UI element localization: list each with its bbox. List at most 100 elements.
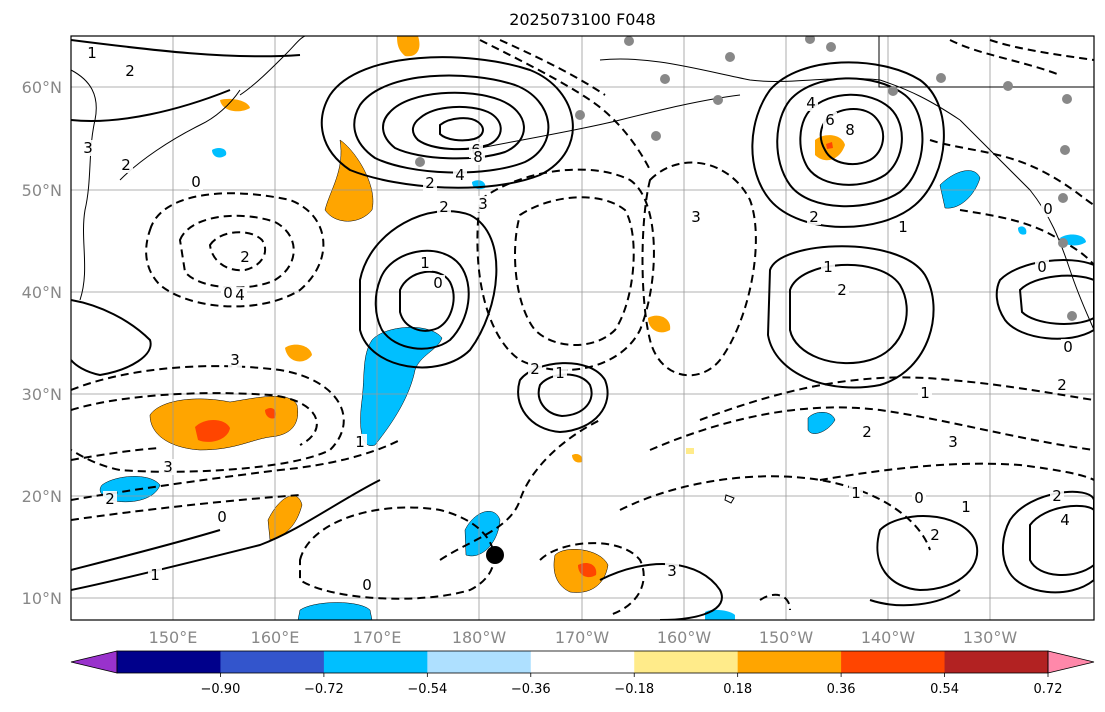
contour-label: 2 xyxy=(121,156,131,174)
contour-label-bg xyxy=(161,459,175,475)
longitude-label: 150°W xyxy=(759,628,814,647)
typhoon-center-marker xyxy=(486,546,504,564)
contour-label: 2 xyxy=(240,248,250,266)
colorbar-tick-label: 0.18 xyxy=(723,682,752,697)
contour-label-bg xyxy=(1035,259,1049,275)
colorbar-segment xyxy=(634,651,739,673)
contour-line xyxy=(71,494,301,521)
colorbar-tick-label: −0.54 xyxy=(407,682,447,697)
contour-line xyxy=(819,462,1094,481)
contour-label-bg xyxy=(1041,201,1055,217)
contour-line xyxy=(539,542,645,616)
contour-line xyxy=(1018,274,1094,325)
contour-label-bg xyxy=(918,385,932,401)
contour-label: 2 xyxy=(439,198,449,216)
shade-red xyxy=(578,563,597,578)
contour-line xyxy=(766,245,935,389)
contour-label-bg xyxy=(1050,488,1064,504)
colorbar-tick-label: 0.54 xyxy=(930,682,959,697)
station-dot xyxy=(1067,311,1077,321)
contour-line xyxy=(439,117,484,142)
station-dot xyxy=(415,157,425,167)
contour-line xyxy=(359,210,498,369)
station-dot xyxy=(1003,81,1013,91)
contour-line xyxy=(869,589,961,607)
map-title: 2025073100 F048 xyxy=(509,10,656,29)
contour-label-bg xyxy=(418,255,432,271)
shade-red xyxy=(826,142,833,149)
contour-line xyxy=(178,214,295,289)
contour-line xyxy=(299,506,495,600)
contour-line xyxy=(71,479,381,591)
contour-label-bg xyxy=(807,209,821,225)
contour-label-bg xyxy=(221,285,235,301)
contour-label: 0 xyxy=(191,173,201,191)
colorbar-segment xyxy=(737,651,842,673)
contour-label-bg xyxy=(1061,339,1075,355)
colorbar-segment xyxy=(117,651,221,673)
station-dot xyxy=(651,131,661,141)
longitude-label: 160°W xyxy=(657,628,712,647)
contour-label-bg xyxy=(1055,377,1069,393)
shade-orange xyxy=(324,139,374,222)
contour-line xyxy=(599,563,723,620)
contour-label-bg xyxy=(189,174,203,190)
contour-line xyxy=(699,376,1094,421)
contour-line xyxy=(399,270,455,332)
colorbar-segment xyxy=(323,651,428,673)
contour-label: 6 xyxy=(825,111,835,129)
station-dot xyxy=(660,74,670,84)
shade-blue xyxy=(297,602,373,620)
latitude-labels: 60°N 50°N 40°N 30°N 20°N 10°N xyxy=(22,78,62,608)
contour-label-bg xyxy=(353,434,367,450)
contour-line xyxy=(799,93,903,186)
contour-label-bg xyxy=(843,122,857,138)
contour-line xyxy=(959,209,1094,266)
contour-label: 2 xyxy=(930,526,940,544)
contour-label-bg xyxy=(238,249,252,265)
contour-label-bg xyxy=(804,95,818,111)
coast-hawaii xyxy=(724,494,735,504)
contour-line xyxy=(641,161,757,377)
latitude-label: 40°N xyxy=(22,283,62,302)
contour-line xyxy=(759,593,791,611)
latitude-label: 50°N xyxy=(22,181,62,200)
coast-northamerica xyxy=(959,119,1094,331)
contour-label: 3 xyxy=(83,139,93,157)
shade-orange xyxy=(220,98,250,112)
contour-line xyxy=(476,168,655,371)
map-frame xyxy=(70,35,1095,621)
shade-yellow xyxy=(686,448,694,454)
contour-label-bg xyxy=(215,509,229,525)
contour-label-bg xyxy=(959,499,973,515)
colorbar: −0.90 −0.72 −0.54 −0.36 −0.18 0.18 0.36 0.54 0.7… xyxy=(70,650,1095,697)
contour-label: 1 xyxy=(851,484,861,502)
shade-orange xyxy=(648,315,671,333)
contour-label-bg xyxy=(85,45,99,61)
contour-label-bg xyxy=(553,365,567,381)
station-dot xyxy=(936,73,946,83)
contour-label: 1 xyxy=(920,384,930,402)
contour-label: 1 xyxy=(150,566,160,584)
contour-label: 1 xyxy=(961,498,971,516)
colorbar-tick-label: −0.72 xyxy=(304,682,344,697)
contour-label: 8 xyxy=(845,121,855,139)
contour-label-bg xyxy=(689,209,703,225)
contour-label: 0 xyxy=(433,274,443,292)
contour-line xyxy=(649,406,1094,451)
station-dot xyxy=(826,42,836,52)
contour-label: 3 xyxy=(948,433,958,451)
contour-label-bg xyxy=(471,149,485,165)
contour-label-bg xyxy=(912,490,926,506)
coast-alaska xyxy=(599,58,961,121)
contour-label-bg xyxy=(860,424,874,440)
station-dot xyxy=(888,86,898,96)
longitude-label: 130°W xyxy=(963,628,1018,647)
colorbar-segment xyxy=(427,651,532,673)
shade-blue xyxy=(212,147,227,158)
contour-label-bg xyxy=(946,434,960,450)
contour-labels: 1230268423210243120168421123201202133210… xyxy=(81,44,1075,594)
contour-label: 2 xyxy=(1057,376,1067,394)
contour-label-bg xyxy=(431,275,445,291)
